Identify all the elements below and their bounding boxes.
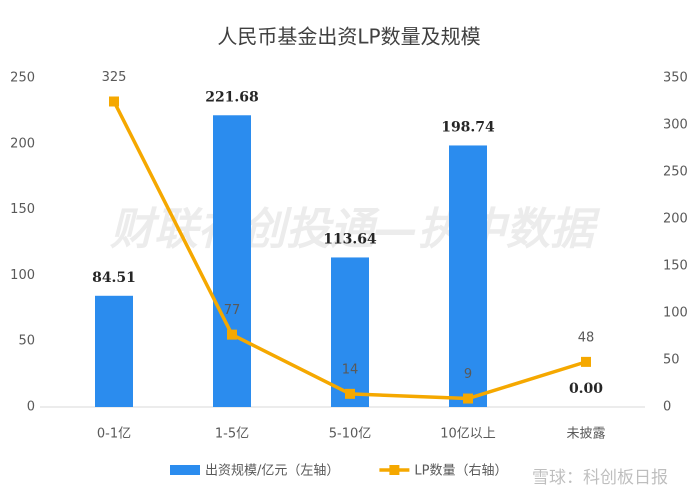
y2-tick-label: 250 [663, 165, 688, 180]
x-tick-label: 0-1亿 [97, 427, 131, 442]
bar [95, 295, 133, 407]
y2-tick-label: 350 [663, 71, 688, 86]
y-tick-label: 200 [10, 136, 35, 151]
x-tick-label: 未披露 [566, 427, 605, 442]
line-value-label: 9 [464, 367, 472, 382]
y-tick-label: 100 [10, 268, 35, 283]
y2-tick-label: 150 [663, 259, 688, 274]
bar-value-label: 198.74 [441, 119, 495, 135]
x-tick-label: 1-5亿 [215, 427, 249, 442]
y2-tick-label: 0 [663, 400, 671, 415]
bar-value-label: 0.00 [569, 381, 603, 397]
legend-label: 出资规模/亿元（左轴） [205, 464, 339, 479]
bar-value-label: 221.68 [205, 89, 259, 105]
line-marker [581, 356, 591, 367]
line-marker [109, 96, 119, 107]
y-tick-label: 250 [10, 71, 35, 86]
line-marker [345, 388, 355, 399]
line-marker [463, 393, 473, 404]
y2-tick-label: 200 [663, 212, 688, 227]
y2-tick-label: 100 [663, 306, 688, 321]
x-tick-label: 5-10亿 [329, 427, 372, 442]
line-marker [227, 329, 237, 340]
y-tick-label: 50 [18, 334, 35, 349]
legend-label: LP数量（右轴） [414, 464, 507, 479]
source-watermark: 雪球：科创板日报 [532, 468, 668, 488]
bar-value-label: 113.64 [323, 231, 377, 247]
y2-tick-label: 300 [663, 118, 688, 133]
bar [449, 145, 487, 407]
watermark: 财联社创投通—执中数据 [110, 204, 601, 255]
y-tick-label: 0 [27, 400, 35, 415]
chart-title: 人民币基金出资LP数量及规模 [217, 25, 480, 49]
legend-swatch [389, 465, 400, 475]
line-value-label: 325 [102, 70, 127, 85]
legend-swatch [170, 465, 200, 475]
line-value-label: 77 [224, 303, 241, 318]
bar-value-label: 84.51 [92, 270, 136, 286]
bar [213, 115, 251, 408]
line-value-label: 48 [578, 330, 595, 345]
line-value-label: 14 [342, 362, 359, 377]
y2-tick-label: 50 [663, 353, 680, 368]
bar [331, 257, 369, 407]
x-tick-label: 10亿以上 [440, 427, 496, 442]
y-tick-label: 150 [10, 202, 35, 217]
